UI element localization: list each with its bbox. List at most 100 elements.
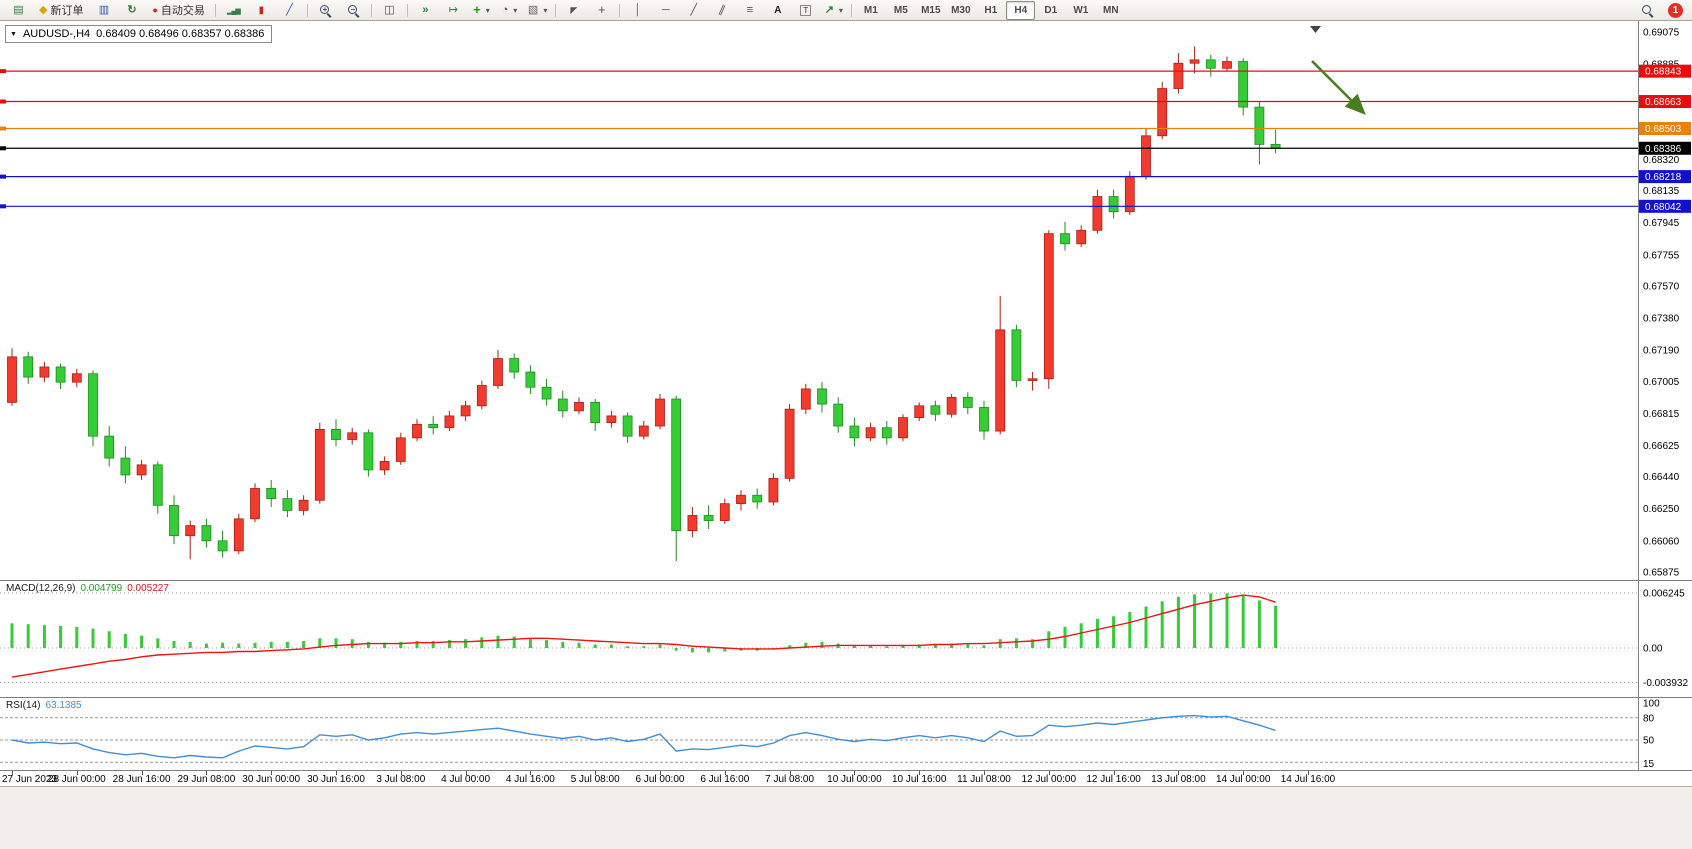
auto-trading-button[interactable]: 自动交易 [146,1,210,20]
pivot-price-label: 0.68503 [1639,122,1691,136]
price-tick: 0.66625 [1643,441,1680,452]
auto-scroll-button[interactable] [412,1,439,20]
search-button[interactable] [1634,1,1661,20]
candle [622,412,633,443]
fibonacci-button[interactable] [736,1,763,20]
macd-canvas[interactable]: 0.006245 0.00 -0.003932 [0,580,1692,697]
search-icon [1641,4,1654,17]
toolbar: 新订单 自动交易 + − M1 M5 M15 M30 H1 H4 D1 W1 MN [0,0,1692,21]
time-tick [76,771,78,775]
macd-panel[interactable]: 0.006245 0.00 -0.003932 [0,580,1692,697]
bar-chart-button[interactable] [220,1,247,20]
trendline-button[interactable] [680,1,707,20]
candle [800,383,811,415]
rsi-panel[interactable]: 100 80 50 15 [0,697,1692,770]
macd-signal-value: 0.005227 [127,583,169,594]
toolbar-separator [851,3,853,17]
timeframe-d1-button[interactable]: D1 [1044,4,1058,16]
chart-shift-button[interactable] [440,1,467,20]
main-chart-panel[interactable]: 0.690750.688850.683200.681350.679450.677… [0,21,1692,580]
timeframe-m15-button[interactable]: M15 [921,4,941,16]
market-watch-button[interactable] [90,1,117,20]
timeframe-h1-button[interactable]: H1 [984,4,998,16]
main-chart-canvas[interactable]: 0.690750.688850.683200.681350.679450.677… [0,21,1692,580]
candle [7,348,17,406]
bottom-strip [0,786,1692,849]
candle [979,400,989,440]
periods-dropdown[interactable] [496,1,523,20]
trendline-icon [691,5,698,16]
new-order-button[interactable]: 新订单 [33,1,89,20]
time-label: 4 Jul 16:00 [505,774,555,785]
candle [898,414,908,442]
one-click-trading-toggle[interactable]: ▼ [10,30,17,38]
symbol-title: AUDUSD-,H4 [22,28,91,40]
channel-button[interactable] [708,1,735,20]
price-tick: 0.66440 [1643,472,1680,483]
time-axis[interactable]: 27 Jun 2023 28 Jun 00:00 28 Jun 16:00 29 Ju… [0,770,1692,786]
candle [493,350,503,389]
rsi-canvas[interactable]: 100 80 50 15 [0,697,1692,770]
periods-icon [502,5,509,16]
rsi-line [11,714,1276,759]
time-label: 29 Jun 08:00 [177,774,236,785]
text-button[interactable] [764,1,791,20]
timeframe-h4-button[interactable]: H4 [1006,0,1036,20]
candle [687,507,698,538]
rsi-value: 63.1385 [45,700,82,711]
horizontal-line-button[interactable] [652,1,679,20]
support-2-edge-marker [0,204,6,209]
templates-dropdown[interactable] [524,1,551,20]
price-tick: 0.69075 [1643,28,1680,39]
toolbar-separator [370,3,372,17]
new-chart-button[interactable] [5,1,32,20]
zoom-in-button[interactable]: + [312,1,339,20]
vertical-line-button[interactable] [624,1,651,20]
timeframe-w1-button[interactable]: W1 [1073,4,1089,16]
candle [914,402,925,421]
price-tick: 0.67755 [1643,250,1680,261]
candle [1108,189,1119,219]
timeframe-m1-button[interactable]: M1 [863,4,878,16]
timeframe-m30-button[interactable]: M30 [951,4,971,16]
notification-badge[interactable]: 1 [1668,2,1683,18]
line-chart-button[interactable] [276,1,303,20]
toolbar-separator [555,3,557,17]
new-chart-icon [13,5,23,16]
timeframe-m5-button[interactable]: M5 [893,4,908,16]
text-label-button[interactable] [792,1,819,20]
candle [638,420,649,440]
toolbar-separator [619,3,621,17]
templates-icon [528,5,538,16]
crosshair-icon [598,3,606,17]
time-label: 10 Jul 16:00 [891,774,947,785]
candle [298,495,309,516]
candle [1027,372,1038,391]
time-label: 3 Jul 08:00 [376,774,426,785]
candle [930,400,941,421]
cursor-button[interactable] [560,1,587,20]
time-label: 7 Jul 08:00 [765,774,815,785]
rsi-label: RSI(14) [6,700,41,711]
candle [169,495,179,545]
crosshair-button[interactable] [588,1,615,20]
macd-label: MACD(12,26,9) [6,583,76,594]
time-label: 11 Jul 08:00 [957,774,1011,785]
support-1-price-label: 0.68218 [1639,170,1691,184]
refresh-button[interactable] [118,1,145,20]
time-tick [1308,771,1309,775]
candle [412,419,422,442]
timeframe-mn-button[interactable]: MN [1103,4,1119,16]
price-tick: 0.66060 [1643,536,1680,547]
tile-windows-button[interactable] [376,1,403,20]
candlestick-button[interactable] [248,1,275,20]
zoom-out-button[interactable]: − [340,1,367,20]
toolbar-separator [214,3,216,17]
candle [88,370,98,447]
time-tick [595,771,597,775]
svg-text:0.68663: 0.68663 [1645,97,1682,108]
candle [752,488,763,509]
annotation-arrow[interactable] [1311,60,1366,115]
indicators-dropdown[interactable] [468,1,495,20]
arrows-dropdown[interactable] [820,1,847,20]
